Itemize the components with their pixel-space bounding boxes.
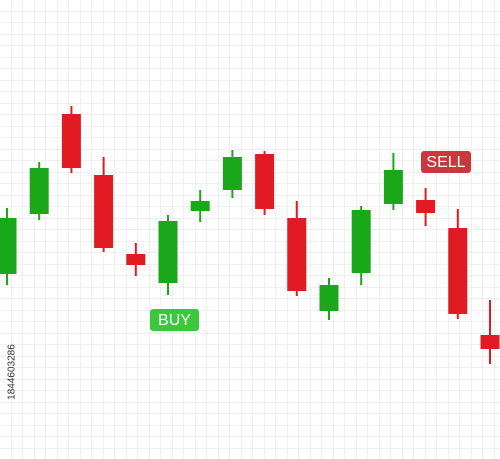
candle-body (190, 201, 210, 211)
candle-body (383, 170, 403, 204)
candle-body (158, 221, 178, 283)
candle-body (222, 157, 242, 190)
candle-body (287, 218, 307, 291)
candle-body (448, 228, 468, 314)
annotation-box (421, 151, 471, 173)
candle-body (480, 335, 500, 349)
candle-body (351, 210, 371, 273)
candle-body (29, 168, 49, 214)
candle-body (126, 254, 146, 265)
candle-body (319, 285, 339, 311)
candle-body (0, 218, 17, 274)
candle-body (416, 200, 436, 213)
annotation-box (150, 309, 199, 331)
candle-body (255, 154, 275, 209)
candle-body (94, 175, 114, 248)
annotation-label: SELL (426, 154, 465, 171)
annotation-label: BUY (158, 312, 191, 329)
candle-body (61, 114, 81, 168)
watermark-id: 1844603286 (7, 344, 18, 400)
